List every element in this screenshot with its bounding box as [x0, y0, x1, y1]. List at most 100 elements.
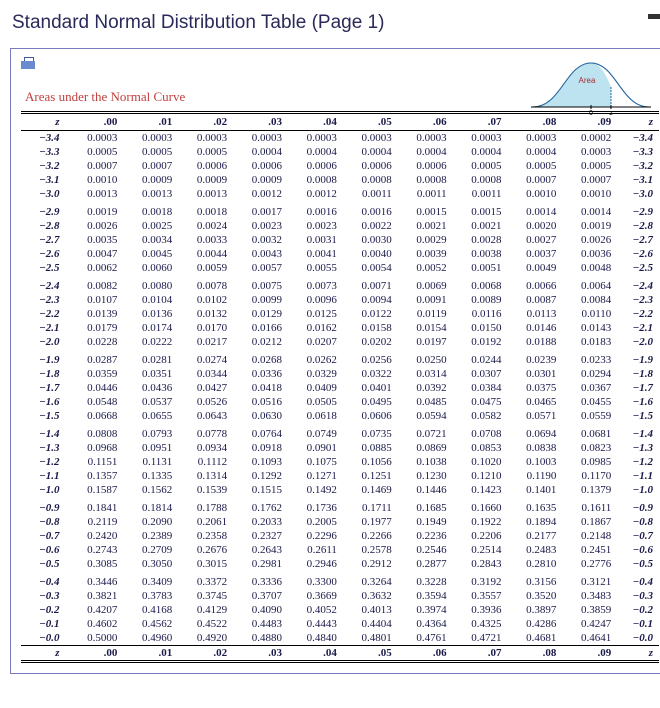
cell-value: 0.0094 — [340, 293, 395, 307]
cell-value: 0.3557 — [450, 589, 505, 603]
cell-value: 0.0778 — [175, 423, 230, 441]
row-z-label: −2.9 — [614, 201, 659, 219]
cell-value: 0.0012 — [230, 187, 285, 201]
cell-value: 0.0045 — [120, 247, 175, 261]
cell-value: 0.0020 — [505, 219, 560, 233]
row-z-label: −1.1 — [614, 469, 659, 483]
cell-value: 0.1190 — [505, 469, 560, 483]
cell-value: 0.0139 — [66, 307, 121, 321]
cell-value: 0.4247 — [559, 617, 614, 631]
cell-value: 0.1401 — [505, 483, 560, 497]
row-z-label: −2.0 — [614, 335, 659, 349]
cell-value: 0.0026 — [66, 219, 121, 233]
cell-value: 0.0548 — [66, 395, 121, 409]
row-z-label: −0.3 — [614, 589, 659, 603]
table-row: −1.30.09680.09510.09340.09180.09010.0885… — [21, 441, 659, 455]
cell-value: 0.4483 — [230, 617, 285, 631]
col-header: .07 — [450, 113, 505, 131]
cell-value: 0.0064 — [559, 275, 614, 293]
cell-value: 0.1788 — [175, 497, 230, 515]
table-row: −2.70.00350.00340.00330.00320.00310.0030… — [21, 233, 659, 247]
cell-value: 0.0006 — [285, 159, 340, 173]
cell-value: 0.0618 — [285, 409, 340, 423]
cell-value: 0.0125 — [285, 307, 340, 321]
cell-value: 0.4960 — [120, 631, 175, 646]
row-z-label: −1.3 — [614, 441, 659, 455]
cell-value: 0.0021 — [395, 219, 450, 233]
cell-value: 0.0003 — [285, 131, 340, 146]
cell-value: 0.0043 — [230, 247, 285, 261]
cell-value: 0.0007 — [66, 159, 121, 173]
cell-value: 0.0367 — [559, 381, 614, 395]
row-z-label: −2.8 — [614, 219, 659, 233]
cell-value: 0.1894 — [505, 515, 560, 529]
cell-value: 0.4286 — [505, 617, 560, 631]
cell-value: 0.0006 — [175, 159, 230, 173]
row-z-label: −2.9 — [21, 201, 66, 219]
cell-value: 0.1611 — [559, 497, 614, 515]
cell-value: 0.1271 — [285, 469, 340, 483]
cell-value: 0.0158 — [340, 321, 395, 335]
row-z-label: −3.1 — [21, 173, 66, 187]
cell-value: 0.0055 — [285, 261, 340, 275]
cell-value: 0.0409 — [285, 381, 340, 395]
cell-value: 0.0244 — [450, 349, 505, 367]
cell-value: 0.2206 — [450, 529, 505, 543]
cell-value: 0.0375 — [505, 381, 560, 395]
cell-value: 0.0091 — [395, 293, 450, 307]
cell-value: 0.3372 — [175, 571, 230, 589]
cell-value: 0.4404 — [340, 617, 395, 631]
table-row: −1.00.15870.15620.15390.15150.14920.1469… — [21, 483, 659, 497]
cell-value: 0.0082 — [66, 275, 121, 293]
cell-value: 0.0359 — [66, 367, 121, 381]
svg-text:0: 0 — [589, 110, 593, 117]
cell-value: 0.0233 — [559, 349, 614, 367]
col-header: .06 — [395, 646, 450, 662]
cell-value: 0.2743 — [66, 543, 121, 557]
cell-value: 0.0485 — [395, 395, 450, 409]
row-z-label: −3.0 — [614, 187, 659, 201]
cell-value: 0.0003 — [230, 131, 285, 146]
cell-value: 0.0007 — [120, 159, 175, 173]
cell-value: 0.1038 — [395, 455, 450, 469]
cell-value: 0.0003 — [340, 131, 395, 146]
cell-value: 0.2090 — [120, 515, 175, 529]
cell-value: 0.0934 — [175, 441, 230, 455]
cell-value: 0.0054 — [340, 261, 395, 275]
col-header: .09 — [559, 646, 614, 662]
cell-value: 0.0096 — [285, 293, 340, 307]
cell-value: 0.0010 — [505, 187, 560, 201]
cell-value: 0.2148 — [559, 529, 614, 543]
cell-value: 0.0044 — [175, 247, 230, 261]
row-z-label: −1.2 — [614, 455, 659, 469]
cell-value: 0.1170 — [559, 469, 614, 483]
table-row: −1.90.02870.02810.02740.02680.02620.0256… — [21, 349, 659, 367]
row-z-label: −2.1 — [21, 321, 66, 335]
cell-value: 0.1922 — [450, 515, 505, 529]
cell-value: 0.1660 — [450, 497, 505, 515]
cell-value: 0.0104 — [120, 293, 175, 307]
cell-value: 0.1814 — [120, 497, 175, 515]
cell-value: 0.0026 — [559, 233, 614, 247]
cell-value: 0.1762 — [230, 497, 285, 515]
cell-value: 0.0003 — [395, 131, 450, 146]
cell-value: 0.0559 — [559, 409, 614, 423]
row-z-label: −2.4 — [21, 275, 66, 293]
cell-value: 0.1020 — [450, 455, 505, 469]
cell-value: 0.0005 — [66, 145, 121, 159]
cell-value: 0.4840 — [285, 631, 340, 646]
cell-value: 0.0014 — [505, 201, 560, 219]
cell-value: 0.0154 — [395, 321, 450, 335]
cell-value: 0.0087 — [505, 293, 560, 307]
row-z-label: −1.9 — [21, 349, 66, 367]
cell-value: 0.3745 — [175, 589, 230, 603]
print-icon[interactable] — [21, 57, 35, 71]
cell-value: 0.0735 — [340, 423, 395, 441]
cell-value: 0.0162 — [285, 321, 340, 335]
cell-value: 0.0008 — [395, 173, 450, 187]
row-z-label: −2.7 — [614, 233, 659, 247]
row-z-label: −3.0 — [21, 187, 66, 201]
cell-value: 0.0217 — [175, 335, 230, 349]
cell-value: 0.0436 — [120, 381, 175, 395]
row-z-label: −0.9 — [21, 497, 66, 515]
